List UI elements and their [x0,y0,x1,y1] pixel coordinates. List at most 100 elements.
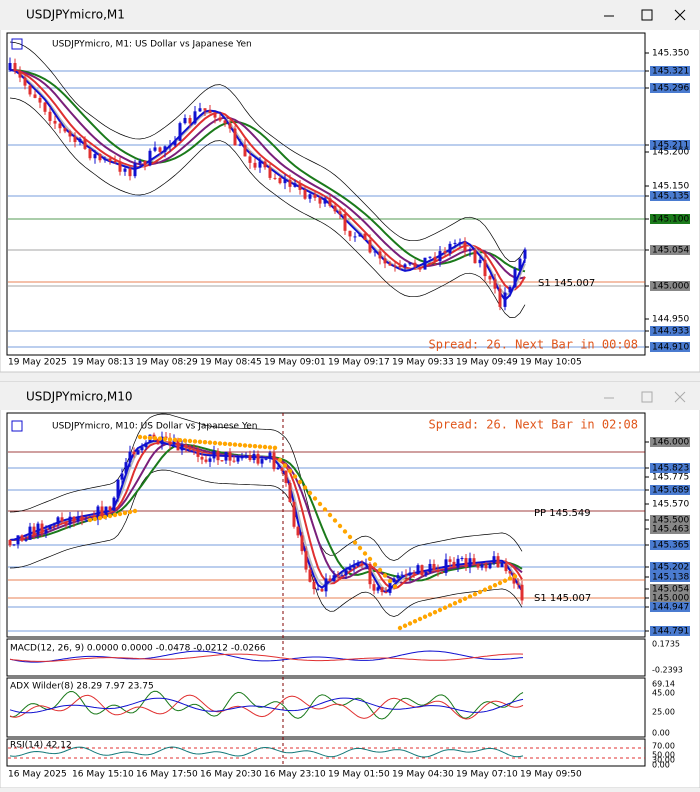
candle-body [244,455,248,458]
candle-body [124,462,128,474]
price-tag [650,326,690,336]
sar-dot [392,584,398,589]
time-label: 19 May 07:10 [456,770,518,780]
candle-body [24,539,28,541]
candle-body [28,526,32,540]
candle-body [53,120,57,124]
sar-dot [487,585,493,590]
candle-body [93,154,97,159]
candle-body [163,146,167,152]
candle-body [256,453,260,464]
candle-body [180,445,184,451]
price-tag [650,281,690,291]
candle-body [472,558,476,565]
sar-dot [142,435,148,440]
sar-dot [447,603,453,608]
candle-body [220,460,224,462]
time-label: 19 May 01:50 [328,770,390,780]
sar-dot [117,511,123,517]
candle-body [438,251,442,261]
price-label: 145.138 [652,573,689,583]
sar-dot [472,592,478,597]
sar-dot [317,501,323,507]
sar-dot [112,512,118,518]
sar-dot [362,551,368,556]
candle-body [40,523,44,534]
candle-body [284,470,288,483]
candle-body [316,588,320,590]
candle-body [336,575,340,577]
candle-body [268,452,272,459]
candle-body [120,473,124,480]
candle-body [458,242,462,244]
candle-body [484,564,488,569]
time-label: 19 May 04:30 [392,770,454,780]
candle-body [196,449,200,457]
candle-body [512,573,516,584]
candle-body [112,497,116,511]
candle-body [518,258,522,270]
sar-dot [147,435,153,440]
candle-body [343,214,347,231]
candle-body [236,457,240,462]
sar-dot [342,529,348,534]
time-label: 19 May 2025 [8,358,67,368]
candle-body [308,569,312,582]
candle-body [400,574,404,576]
indicator-line [9,694,524,720]
price-label: 144.947 [652,603,689,613]
sar-dot [492,583,498,588]
candle-body [103,158,107,161]
sar-dot [427,612,433,617]
sar-dot [192,439,198,444]
candle-body [364,563,368,566]
sar-dot [312,496,318,501]
sar-dot [227,442,233,447]
candle-body [303,189,307,199]
close-button[interactable] [674,9,686,21]
price-tag [650,437,690,447]
candle-body [324,578,328,592]
price-tag [650,342,690,352]
close-button[interactable] [674,391,686,403]
candle-body [378,251,382,259]
candle-body [16,535,20,545]
maximize-button[interactable] [641,391,653,403]
candle-body [408,572,412,576]
candle-body [64,521,68,525]
candle-body [500,563,504,568]
candle-body [452,561,456,568]
candle-body [252,453,256,460]
sar-dot [237,442,243,448]
candle-body [323,198,327,204]
candle-body [136,450,140,455]
candle-body [448,559,452,562]
candle-body [233,128,237,146]
sar-dot [482,587,488,592]
candle-body [213,113,217,118]
candle-body [238,144,242,146]
price-tag [650,245,690,255]
sar-dot [512,574,518,579]
price-tag [650,515,690,525]
candle-body [88,148,92,159]
price-tag [650,191,690,201]
candle-body [356,563,360,566]
candle-body [292,501,296,527]
maximize-button[interactable] [641,9,653,21]
candle-body [173,140,177,146]
candle-body [140,447,144,451]
moving-average [9,69,526,280]
candle-body [48,525,52,530]
candle-body [168,145,172,147]
time-label: 19 May 09:01 [264,358,326,368]
candle-body [68,131,72,137]
price-label: 144.933 [652,327,689,337]
candle-body [263,161,267,168]
sar-dot [167,437,173,442]
candle-body [388,263,392,266]
sar-dot [187,438,193,444]
candle-body [463,242,467,251]
candle-body [320,588,324,592]
candle-body [363,233,367,241]
